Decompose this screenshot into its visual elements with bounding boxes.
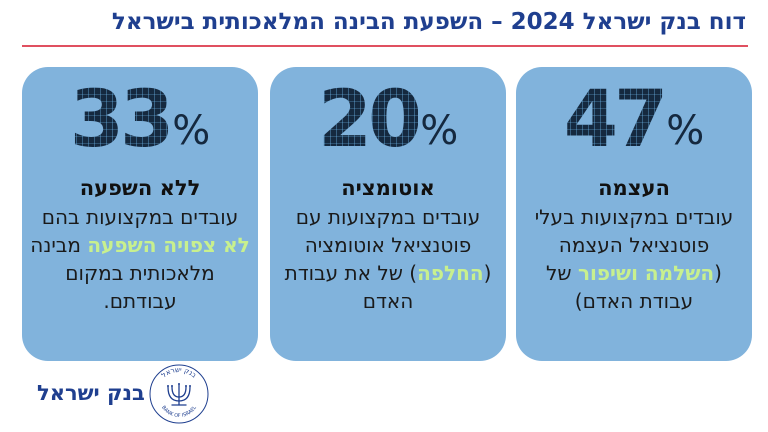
stat-headline: העצמה	[598, 176, 670, 200]
percent-sign: %	[420, 108, 459, 154]
stat-percent: 47%	[516, 75, 752, 165]
stat-headline: אוטומציה	[341, 176, 435, 200]
stat-description: עובדים במקצועות עם פוטנציאל אוטומציה (הח…	[278, 203, 498, 315]
page-title: דוח בנק ישראל 2024 – השפעת הבינה המלאכות…	[111, 9, 746, 35]
stat-description: עובדים במקצועות בהם לא צפויה השפעה מבינה…	[30, 203, 250, 315]
seal-text-bottom: BANK OF ISRAEL	[160, 405, 198, 419]
desc-text: מבינה מלאכותית במקום עבודתם.	[30, 233, 215, 313]
stat-card-automation: 20% אוטומציה עובדים במקצועות עם פוטנציאל…	[270, 67, 506, 361]
stat-percent-value: 47	[563, 75, 665, 165]
desc-text: ) של את עבודת האדם	[284, 261, 418, 313]
stat-percent-value: 33	[69, 75, 171, 165]
desc-highlight: השלמה ושיפור	[577, 261, 715, 285]
stat-description: עובדים במקצועות בעלי פוטנציאל העצמה (השל…	[524, 203, 744, 315]
desc-text: עובדים במקצועות בהם	[41, 205, 239, 229]
title-divider	[22, 45, 748, 47]
stat-percent-value: 20	[317, 75, 419, 165]
logo-wordmark: בנק ישראל	[37, 381, 145, 405]
stat-percent: 20%	[270, 75, 506, 165]
percent-sign: %	[666, 108, 705, 154]
bank-seal-icon: בנק ישראל BANK OF ISRAEL	[149, 364, 209, 424]
desc-highlight: לא צפויה השפעה	[87, 233, 250, 257]
desc-highlight: החלפה	[417, 261, 484, 285]
stat-headline: ללא השפעה	[79, 176, 201, 200]
svg-text:BANK OF ISRAEL: BANK OF ISRAEL	[160, 405, 198, 419]
desc-text: של עבודת האדם)	[546, 261, 694, 313]
stat-card-empowerment: 47% העצמה עובדים במקצועות בעלי פוטנציאל …	[516, 67, 752, 361]
stat-card-no-impact: 33% ללא השפעה עובדים במקצועות בהם לא צפו…	[22, 67, 258, 361]
stat-percent: 33%	[22, 75, 258, 165]
percent-sign: %	[172, 108, 211, 154]
desc-text: עובדים במקצועות עם פוטנציאל אוטומציה (	[295, 205, 492, 285]
desc-text: עובדים במקצועות בעלי פוטנציאל העצמה (	[534, 205, 734, 285]
